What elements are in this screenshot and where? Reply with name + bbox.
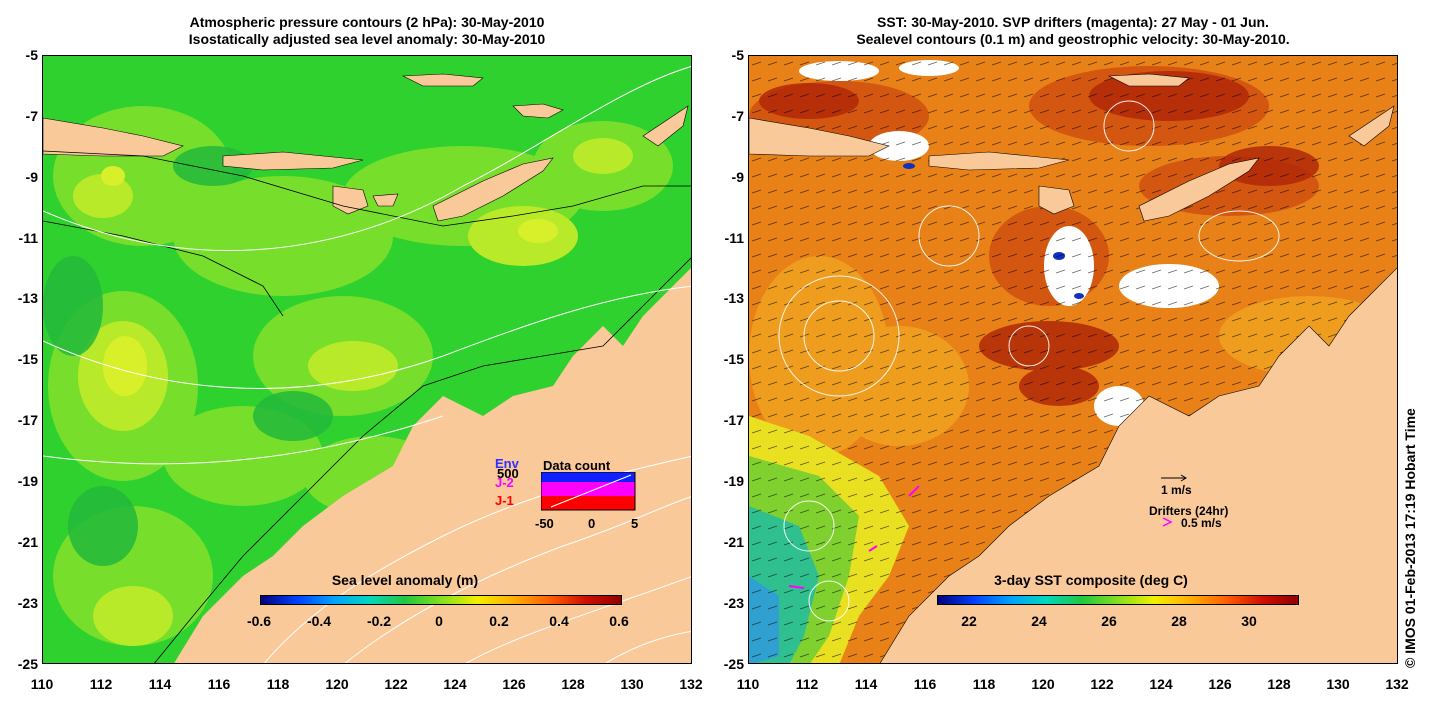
y-tick-label: -7 — [25, 108, 38, 124]
x-tick-label: 128 — [1267, 676, 1291, 692]
sst-colorbar-tick: 22 — [961, 613, 977, 629]
sla-colorbar — [260, 595, 622, 605]
inset-x-tick: 5 — [631, 516, 639, 531]
x-tick-label: 120 — [1031, 676, 1055, 692]
x-tick-label: 128 — [561, 676, 585, 692]
sst-map: 1 m/s Drifters (24hr) 0.5 m/s 3-day SST … — [748, 55, 1398, 664]
x-tick-label: 122 — [1090, 676, 1114, 692]
inset-legend-j2: J-2 — [495, 475, 514, 490]
inset-legend-j1: J-1 — [495, 493, 514, 508]
data-count-chart — [541, 472, 636, 511]
y-tick-label: -23 — [17, 595, 38, 611]
x-tick-label: 130 — [620, 676, 644, 692]
inset-title: Data count — [543, 458, 611, 473]
sst-colorbar-tick: 24 — [1031, 613, 1047, 629]
sst-colorbar-tick: 28 — [1171, 613, 1187, 629]
y-tick-label: -13 — [723, 290, 744, 306]
y-tick-label: -19 — [17, 473, 38, 489]
sea-level-anomaly-map: Sea level anomaly (m) -0.6 -0.4 -0.2 0 0… — [42, 55, 692, 664]
right-title-line2: Sealevel contours (0.1 m) and geostrophi… — [856, 31, 1290, 47]
sla-colorbar-tick: 0 — [435, 613, 443, 629]
inset-legend-env: Env — [495, 456, 519, 471]
imos-credit: © IMOS 01-Feb-2013 17:19 Hobart Time — [1402, 408, 1418, 668]
x-tick-label: 130 — [1326, 676, 1350, 692]
y-tick-label: -25 — [17, 656, 38, 672]
y-tick-label: -5 — [731, 47, 744, 63]
sla-colorbar-tick: 0.6 — [609, 613, 629, 629]
x-tick-label: 112 — [795, 676, 819, 692]
sst-colorbar — [937, 595, 1299, 605]
x-tick-label: 124 — [443, 676, 467, 692]
y-tick-label: -13 — [17, 290, 38, 306]
inset-x-tick: 0 — [588, 516, 596, 531]
inset-legend-500: 500 — [497, 466, 519, 481]
y-tick-label: -17 — [723, 412, 744, 428]
y-tick-label: -21 — [723, 534, 744, 550]
x-tick-label: 124 — [1149, 676, 1173, 692]
sla-colorbar-tick: 0.4 — [549, 613, 569, 629]
x-tick-label: 120 — [325, 676, 349, 692]
y-tick-label: -23 — [723, 595, 744, 611]
x-tick-label: 118 — [266, 676, 290, 692]
right-title-line1: SST: 30-May-2010. SVP drifters (magenta)… — [877, 14, 1269, 30]
sst-map-graphic — [749, 56, 1397, 663]
left-title-line1: Atmospheric pressure contours (2 hPa): 3… — [189, 14, 545, 30]
sst-colorbar-tick: 26 — [1101, 613, 1117, 629]
y-tick-label: -25 — [723, 656, 744, 672]
y-tick-label: -17 — [17, 412, 38, 428]
sla-colorbar-tick: 0.2 — [489, 613, 509, 629]
right-panel-title: SST: 30-May-2010. SVP drifters (magenta)… — [748, 14, 1398, 48]
x-tick-label: 110 — [30, 676, 54, 692]
x-tick-label: 110 — [736, 676, 760, 692]
x-tick-label: 122 — [384, 676, 408, 692]
x-tick-label: 116 — [913, 676, 937, 692]
sla-colorbar-tick: -0.2 — [366, 613, 392, 629]
y-tick-label: -21 — [17, 534, 38, 550]
y-tick-label: -15 — [17, 351, 38, 367]
inset-x-tick: -50 — [535, 516, 554, 531]
x-tick-label: 126 — [1208, 676, 1232, 692]
x-tick-label: 116 — [207, 676, 231, 692]
left-title-line2: Isostatically adjusted sea level anomaly… — [188, 31, 546, 47]
x-tick-label: 112 — [89, 676, 113, 692]
sla-colorbar-tick: -0.6 — [246, 613, 272, 629]
velocity-scale-label: 1 m/s — [1161, 483, 1192, 497]
y-tick-label: -7 — [731, 108, 744, 124]
y-tick-label: -5 — [25, 47, 38, 63]
y-tick-label: -11 — [18, 230, 38, 246]
sla-colorbar-tick: -0.4 — [306, 613, 332, 629]
sst-colorbar-title: 3-day SST composite (deg C) — [994, 572, 1188, 588]
x-tick-label: 118 — [972, 676, 996, 692]
x-tick-label: 126 — [502, 676, 526, 692]
sla-colorbar-title: Sea level anomaly (m) — [331, 572, 479, 588]
sla-map-graphic — [43, 56, 691, 663]
drifters-label: Drifters (24hr) — [1149, 504, 1229, 518]
x-tick-label: 132 — [679, 676, 703, 692]
y-tick-label: -19 — [723, 473, 744, 489]
left-panel-title: Atmospheric pressure contours (2 hPa): 3… — [42, 14, 692, 48]
y-tick-label: -9 — [25, 169, 38, 185]
y-tick-label: -11 — [724, 230, 744, 246]
x-tick-label: 132 — [1385, 676, 1409, 692]
x-tick-label: 114 — [148, 676, 172, 692]
drifter-scale-label: 0.5 m/s — [1181, 516, 1222, 530]
y-tick-label: -15 — [723, 351, 744, 367]
sst-colorbar-tick: 30 — [1241, 613, 1257, 629]
y-tick-label: -9 — [731, 169, 744, 185]
x-tick-label: 114 — [854, 676, 878, 692]
